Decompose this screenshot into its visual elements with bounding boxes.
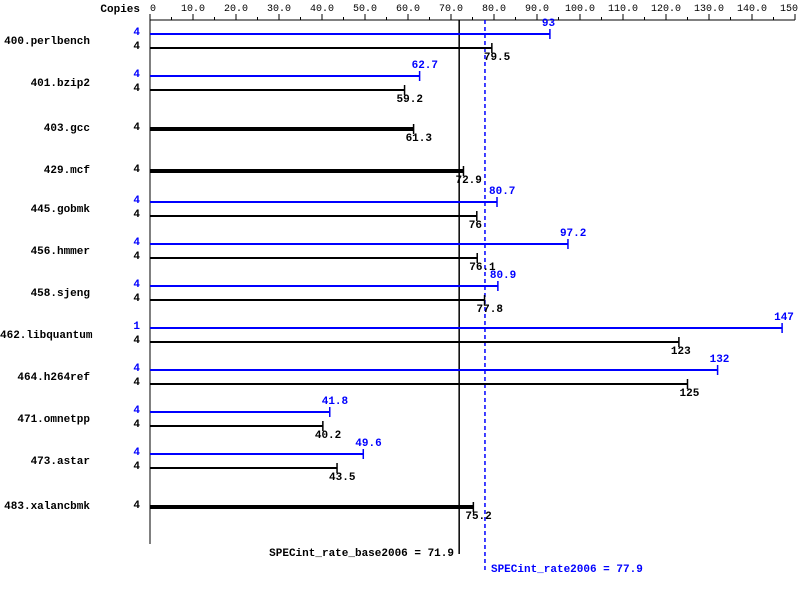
svg-text:120.0: 120.0 — [651, 4, 681, 15]
value-label: 40.2 — [315, 430, 341, 442]
copies-value: 4 — [0, 377, 140, 389]
copies-value: 1 — [0, 321, 140, 333]
copies-value: 4 — [0, 237, 140, 249]
copies-value: 4 — [0, 83, 140, 95]
value-label: 123 — [671, 346, 691, 358]
svg-text:80.0: 80.0 — [482, 4, 506, 15]
copies-value: 4 — [0, 195, 140, 207]
value-label: 59.2 — [397, 94, 423, 106]
value-label: 80.7 — [489, 186, 515, 198]
svg-text:70.0: 70.0 — [439, 4, 463, 15]
svg-text:40.0: 40.0 — [310, 4, 334, 15]
copies-value: 4 — [0, 69, 140, 81]
value-label: 76 — [469, 220, 482, 232]
value-label: 49.6 — [355, 438, 381, 450]
svg-text:30.0: 30.0 — [267, 4, 291, 15]
value-label: 125 — [680, 388, 700, 400]
ref-base-label: SPECint_rate_base2006 = 71.9 — [269, 548, 454, 560]
copies-value: 4 — [0, 122, 140, 134]
svg-text:140.0: 140.0 — [737, 4, 767, 15]
value-label: 77.8 — [477, 304, 503, 316]
copies-value: 4 — [0, 251, 140, 263]
value-label: 79.5 — [484, 52, 510, 64]
svg-text:90.0: 90.0 — [525, 4, 549, 15]
value-label: 93 — [542, 18, 555, 30]
copies-value: 4 — [0, 461, 140, 473]
value-label: 132 — [710, 354, 730, 366]
value-label: 62.7 — [412, 60, 438, 72]
copies-value: 4 — [0, 41, 140, 53]
svg-text:50.0: 50.0 — [353, 4, 377, 15]
value-label: 75.2 — [465, 511, 491, 523]
copies-value: 4 — [0, 279, 140, 291]
copies-value: 4 — [0, 27, 140, 39]
svg-text:0: 0 — [150, 4, 156, 15]
copies-value: 4 — [0, 164, 140, 176]
svg-text:10.0: 10.0 — [181, 4, 205, 15]
copies-value: 4 — [0, 500, 140, 512]
value-label: 80.9 — [490, 270, 516, 282]
copies-value: 4 — [0, 447, 140, 459]
svg-text:60.0: 60.0 — [396, 4, 420, 15]
ref-peak-label: SPECint_rate2006 = 77.9 — [491, 564, 643, 576]
svg-text:110.0: 110.0 — [608, 4, 638, 15]
value-label: 147 — [774, 312, 794, 324]
value-label: 97.2 — [560, 228, 586, 240]
value-label: 41.8 — [322, 396, 348, 408]
copies-value: 4 — [0, 293, 140, 305]
svg-text:100.0: 100.0 — [565, 4, 595, 15]
copies-value: 4 — [0, 405, 140, 417]
svg-text:130.0: 130.0 — [694, 4, 724, 15]
value-label: 43.5 — [329, 472, 355, 484]
copies-value: 4 — [0, 209, 140, 221]
svg-text:20.0: 20.0 — [224, 4, 248, 15]
copies-value: 4 — [0, 419, 140, 431]
value-label: 72.9 — [455, 175, 481, 187]
copies-value: 4 — [0, 363, 140, 375]
value-label: 61.3 — [406, 133, 432, 145]
copies-value: 4 — [0, 335, 140, 347]
copies-header: Copies — [0, 4, 140, 16]
svg-text:150.0: 150.0 — [780, 4, 799, 15]
